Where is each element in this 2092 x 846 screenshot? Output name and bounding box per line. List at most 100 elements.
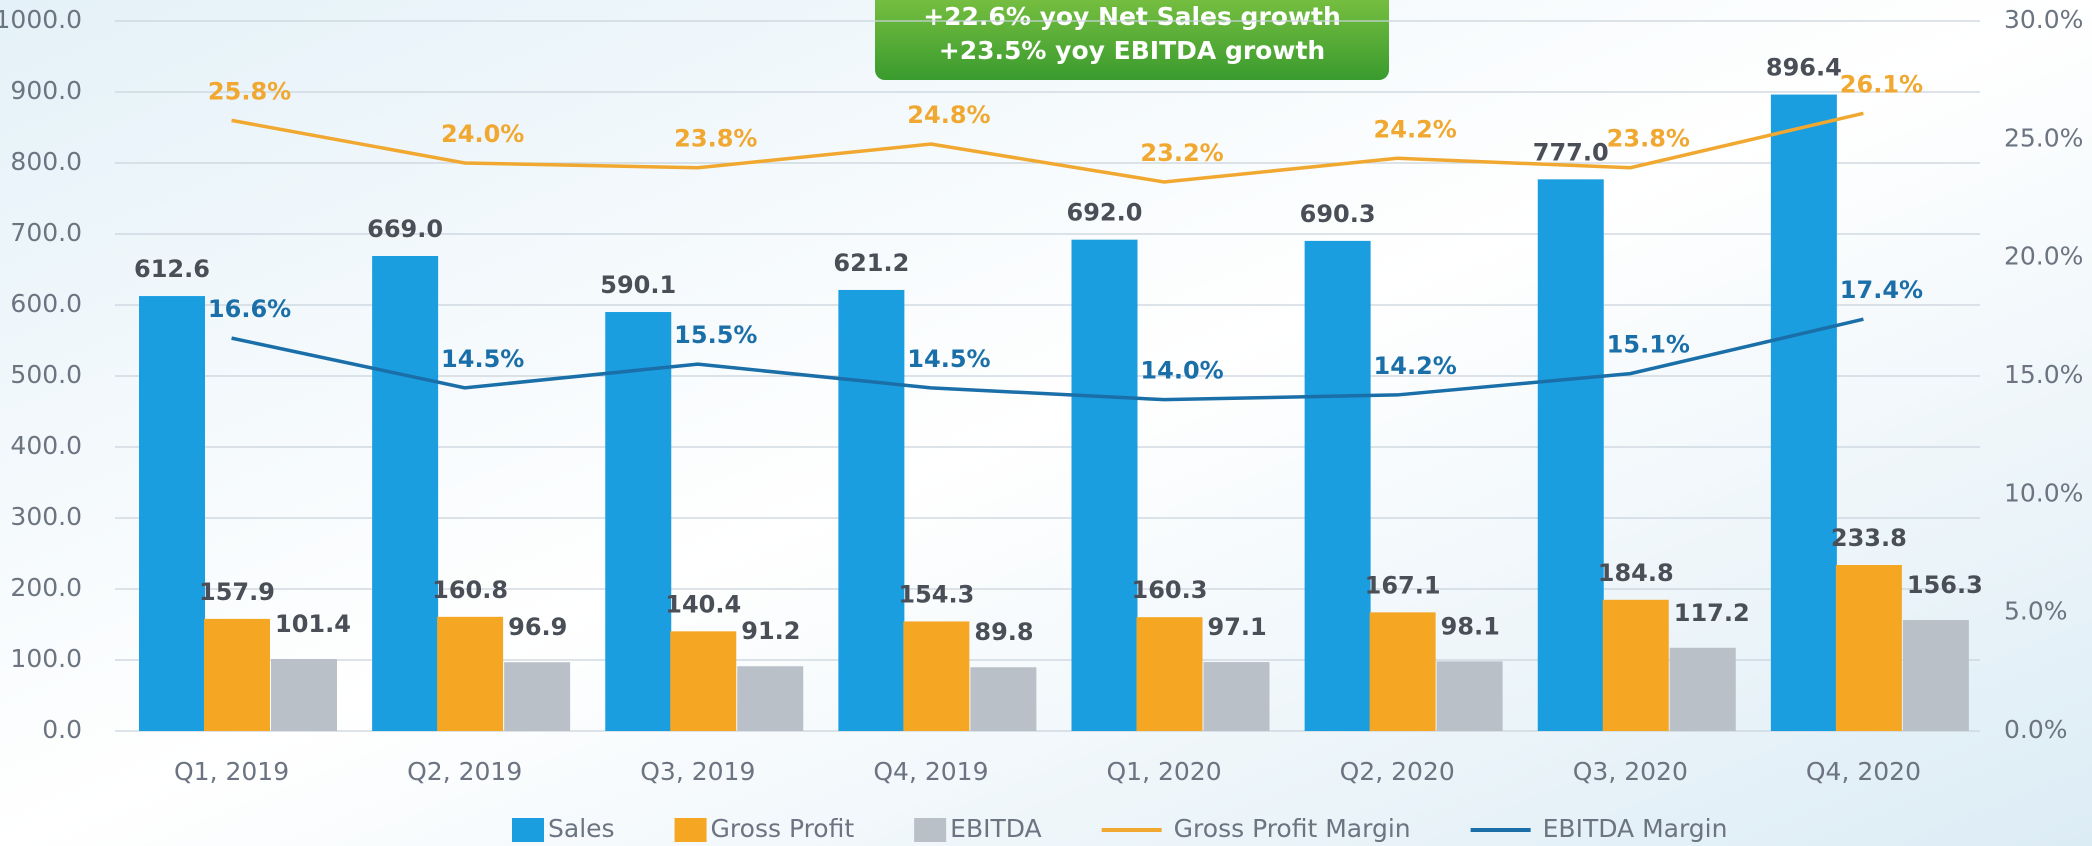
data-label: 15.1% <box>1607 331 1690 359</box>
legend-swatch <box>674 818 707 842</box>
y2-tick-label: 10.0% <box>2004 478 2083 507</box>
data-label: 160.3 <box>1132 576 1208 604</box>
data-label: 17.4% <box>1840 276 1923 304</box>
data-label: 690.3 <box>1300 200 1376 228</box>
data-label: 160.8 <box>432 576 508 604</box>
y-tick-label: 300.0 <box>10 502 82 531</box>
y2-tick-label: 5.0% <box>2004 597 2068 626</box>
data-label: 167.1 <box>1365 571 1441 599</box>
bar <box>1770 94 1837 731</box>
bar <box>838 289 905 731</box>
data-label: 98.1 <box>1441 612 1500 640</box>
data-label: 117.2 <box>1674 599 1750 627</box>
data-label: 26.1% <box>1840 70 1923 98</box>
data-label: 896.4 <box>1766 54 1842 82</box>
data-label: 590.1 <box>600 271 676 299</box>
data-label: 24.8% <box>907 101 990 129</box>
bar <box>139 296 205 731</box>
legend-label: Gross Profit Margin <box>1174 814 1411 843</box>
data-label: 24.2% <box>1374 115 1457 143</box>
bar <box>271 659 337 731</box>
bar <box>1835 565 1902 731</box>
y-tick-label: 1000.0 <box>0 5 82 34</box>
bar <box>1669 647 1736 731</box>
annotation: +23.5% yoy EBITDA growth <box>939 36 1325 65</box>
data-label: 97.1 <box>1208 613 1267 641</box>
data-label: 692.0 <box>1067 199 1143 227</box>
x-tick-label: Q1, 2019 <box>174 757 289 786</box>
y-tick-label: 900.0 <box>10 76 82 105</box>
bar <box>1537 179 1604 731</box>
bar <box>1136 617 1203 731</box>
data-label: 777.0 <box>1533 138 1609 166</box>
bar <box>437 616 504 731</box>
x-tick-label: Q3, 2020 <box>1573 757 1688 786</box>
data-label: 101.4 <box>275 610 351 638</box>
y-tick-label: 0.0 <box>42 715 82 744</box>
y2-tick-label: 25.0% <box>2004 123 2083 152</box>
data-label: 157.9 <box>199 578 275 606</box>
legend-label: Gross Profit <box>711 814 855 843</box>
y2-tick-label: 30.0% <box>2004 5 2083 34</box>
line <box>231 111 1864 184</box>
y-tick-label: 200.0 <box>10 573 82 602</box>
x-tick-label: Q3, 2019 <box>640 757 755 786</box>
data-label: 15.5% <box>674 321 757 349</box>
data-label: 156.3 <box>1907 571 1983 599</box>
data-label: 14.5% <box>441 345 524 373</box>
data-label: 23.2% <box>1140 139 1223 167</box>
bar <box>204 618 270 731</box>
data-label: 14.0% <box>1140 357 1223 385</box>
y-tick-label: 500.0 <box>10 360 82 389</box>
data-label: 612.6 <box>134 255 210 283</box>
bar <box>737 666 804 731</box>
annotation-box <box>875 0 1389 80</box>
y-tick-label: 400.0 <box>10 431 82 460</box>
data-label: 96.9 <box>508 613 567 641</box>
x-tick-label: Q4, 2020 <box>1806 757 1921 786</box>
bar <box>1203 662 1270 731</box>
data-label: 14.5% <box>907 345 990 373</box>
data-label: 23.8% <box>674 125 757 153</box>
data-label: 24.0% <box>441 120 524 148</box>
data-label: 91.2 <box>741 617 800 645</box>
data-label: 14.2% <box>1374 352 1457 380</box>
x-tick-label: Q2, 2019 <box>407 757 522 786</box>
bar <box>1304 240 1371 731</box>
annotation: +22.6% yoy Net Sales growth <box>923 2 1341 31</box>
x-tick-label: Q2, 2020 <box>1340 757 1455 786</box>
y2-tick-label: 0.0% <box>2004 715 2068 744</box>
bar <box>903 621 970 731</box>
data-label: 184.8 <box>1598 559 1674 587</box>
bar <box>1602 599 1669 731</box>
data-label: 621.2 <box>833 249 909 277</box>
data-label: 25.8% <box>208 77 291 105</box>
data-label: 140.4 <box>665 590 741 618</box>
legend-label: EBITDA Margin <box>1543 814 1728 843</box>
bar <box>1369 612 1436 731</box>
bar <box>670 631 737 731</box>
bar <box>1436 661 1503 731</box>
x-tick-label: Q1, 2020 <box>1107 757 1222 786</box>
data-label: 16.6% <box>208 295 291 323</box>
legend-swatch <box>914 818 947 842</box>
bar <box>372 256 439 731</box>
y-tick-label: 800.0 <box>10 147 82 176</box>
bar <box>970 667 1037 731</box>
y2-tick-label: 20.0% <box>2004 242 2083 271</box>
bar <box>504 662 571 731</box>
y-tick-label: 600.0 <box>10 289 82 318</box>
data-label: 89.8 <box>974 618 1033 646</box>
data-label: 23.8% <box>1607 125 1690 153</box>
legend-label: EBITDA <box>950 814 1042 843</box>
bar <box>1902 620 1969 731</box>
legend-label: Sales <box>548 814 615 843</box>
bar <box>1071 239 1138 731</box>
line <box>231 317 1864 402</box>
data-label: 154.3 <box>898 580 974 608</box>
legend-swatch <box>512 818 544 842</box>
x-tick-label: Q4, 2019 <box>873 757 988 786</box>
data-label: 669.0 <box>367 215 443 243</box>
y-tick-label: 100.0 <box>10 644 82 673</box>
